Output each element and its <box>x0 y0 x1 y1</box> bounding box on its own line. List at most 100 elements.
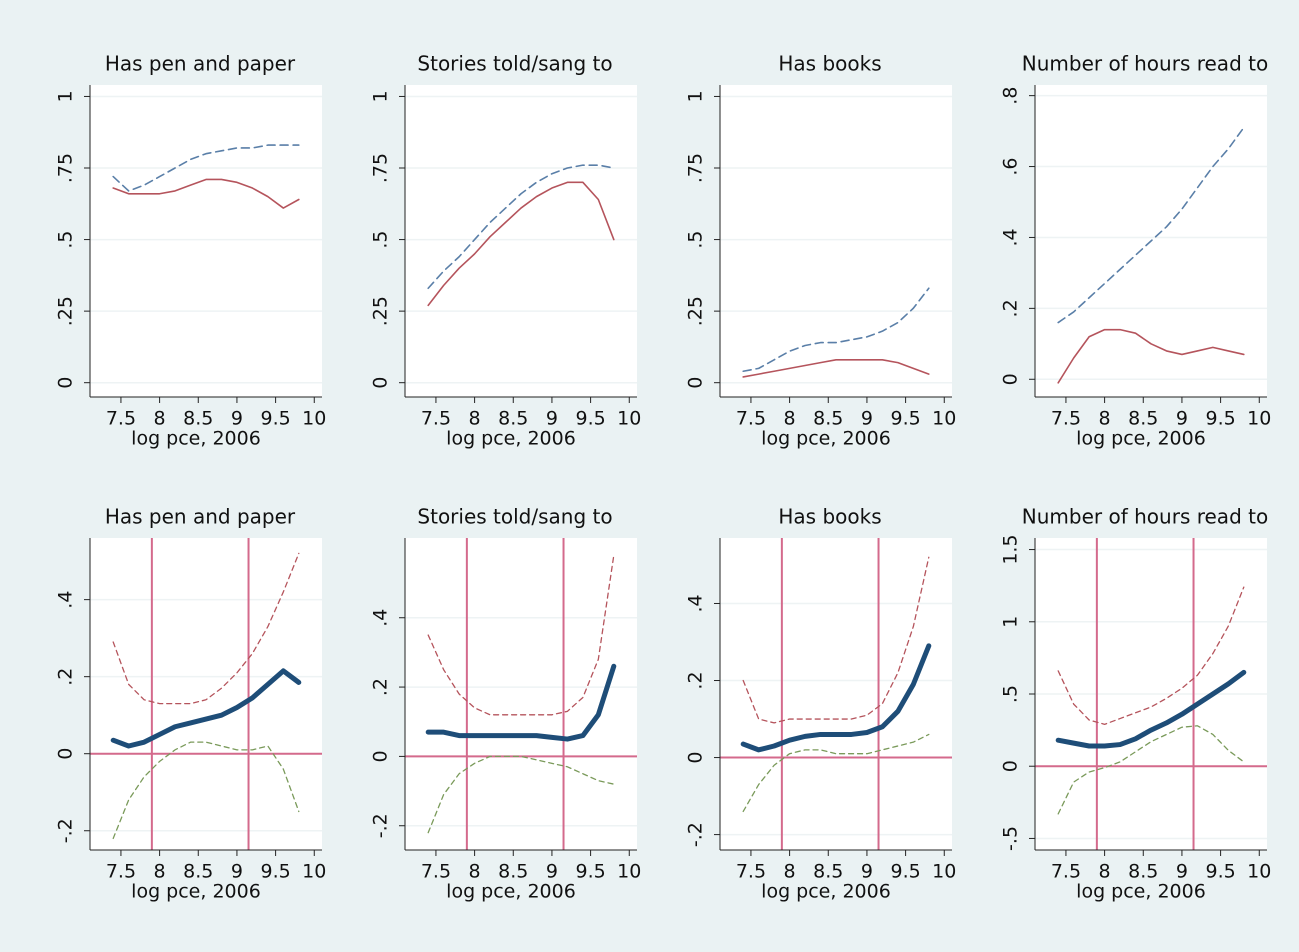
y-tick-label: .5 <box>370 230 392 248</box>
y-tick-label: .2 <box>685 671 707 689</box>
y-tick-label: -.2 <box>55 818 77 843</box>
chart-title: Has pen and paper <box>105 505 296 529</box>
x-tick-label: 8.5 <box>813 861 843 883</box>
x-tick-label: 9.5 <box>1205 408 1235 430</box>
x-tick-label: 8 <box>784 408 796 430</box>
series-line <box>742 733 930 813</box>
y-tick-label: .4 <box>55 591 77 609</box>
x-axis-label: log pce, 2006 <box>446 881 576 903</box>
y-tick-label: 0 <box>55 377 77 389</box>
x-axis-label: log pce, 2006 <box>131 881 261 903</box>
y-tick-label: .25 <box>55 296 77 326</box>
y-tick-label: 0 <box>685 752 707 764</box>
x-tick-label: 9 <box>861 861 873 883</box>
x-tick-label: 9.5 <box>890 861 920 883</box>
x-axis-label: log pce, 2006 <box>131 428 261 450</box>
x-tick-label: 8.5 <box>498 408 528 430</box>
x-tick-label: 8.5 <box>498 861 528 883</box>
chart-title: Has pen and paper <box>105 52 296 76</box>
y-tick-label: .2 <box>1000 299 1022 317</box>
x-tick-label: 8.5 <box>1128 408 1158 430</box>
y-tick-label: .5 <box>1000 685 1022 703</box>
y-tick-label: .4 <box>370 609 392 627</box>
x-tick-label: 10 <box>1247 408 1271 430</box>
chart-title: Stories told/sang to <box>417 52 612 76</box>
x-tick-label: 7.5 <box>106 408 136 430</box>
plot-area <box>720 85 952 397</box>
y-tick-label: .8 <box>1000 87 1022 105</box>
x-tick-label: 8 <box>469 408 481 430</box>
y-tick-label: 0 <box>370 377 392 389</box>
y-tick-label: -.2 <box>370 813 392 838</box>
series-line <box>425 663 617 742</box>
plot-area <box>90 538 322 850</box>
x-axis-label: log pce, 2006 <box>761 881 891 903</box>
x-tick-label: 9 <box>546 861 558 883</box>
x-tick-label: 10 <box>302 408 326 430</box>
x-axis-label: log pce, 2006 <box>1076 428 1206 450</box>
x-tick-label: 9.5 <box>575 408 605 430</box>
x-axis-label: log pce, 2006 <box>1076 881 1206 903</box>
x-tick-label: 9 <box>861 408 873 430</box>
chart-title: Has books <box>778 52 881 76</box>
chart-title: Has books <box>778 505 881 529</box>
y-tick-label: 0 <box>55 748 77 760</box>
series-line <box>1057 586 1245 725</box>
series-line <box>1057 126 1245 324</box>
x-tick-label: 7.5 <box>1051 408 1081 430</box>
x-tick-label: 10 <box>617 408 641 430</box>
series-line <box>112 552 300 705</box>
x-tick-label: 9.5 <box>890 408 920 430</box>
y-tick-label: .5 <box>685 230 707 248</box>
y-tick-label: -.2 <box>685 822 707 847</box>
x-tick-label: 10 <box>1247 861 1271 883</box>
x-tick-label: 7.5 <box>736 408 766 430</box>
x-tick-label: 7.5 <box>1051 861 1081 883</box>
x-axis-label: log pce, 2006 <box>446 428 576 450</box>
x-tick-label: 10 <box>617 861 641 883</box>
y-tick-label: 1.5 <box>1000 534 1022 564</box>
series-line <box>1057 725 1245 815</box>
y-tick-label: .75 <box>685 153 707 183</box>
series-line <box>112 144 300 192</box>
x-tick-label: 10 <box>302 861 326 883</box>
y-tick-label: 0 <box>370 750 392 762</box>
series-line <box>112 178 300 209</box>
y-tick-label: 1 <box>55 90 77 102</box>
chart-title: Number of hours read to <box>1022 505 1268 529</box>
series-line <box>110 668 302 749</box>
x-tick-label: 7.5 <box>421 861 451 883</box>
x-axis-label: log pce, 2006 <box>761 428 891 450</box>
x-tick-label: 8 <box>154 408 166 430</box>
plot-area <box>405 85 637 397</box>
y-tick-label: 0 <box>1000 760 1022 772</box>
y-tick-label: .75 <box>370 153 392 183</box>
x-tick-label: 9 <box>1176 861 1188 883</box>
x-tick-label: 9.5 <box>575 861 605 883</box>
y-tick-label: .6 <box>1000 157 1022 175</box>
series-line <box>742 287 930 373</box>
series-line <box>427 755 615 834</box>
x-tick-label: 8.5 <box>813 408 843 430</box>
x-tick-label: 9 <box>231 861 243 883</box>
y-tick-label: .2 <box>370 678 392 696</box>
y-tick-label: .5 <box>55 230 77 248</box>
chart-title: Stories told/sang to <box>417 505 612 529</box>
x-tick-label: 8 <box>1099 408 1111 430</box>
y-tick-label: .25 <box>685 296 707 326</box>
y-tick-label: 1 <box>685 90 707 102</box>
series-line <box>112 741 300 840</box>
plot-area <box>90 85 322 397</box>
x-tick-label: 7.5 <box>421 408 451 430</box>
x-tick-label: 9.5 <box>260 861 290 883</box>
series-line <box>742 556 930 724</box>
y-tick-label: -.5 <box>1000 826 1022 851</box>
y-tick-label: 1 <box>370 90 392 102</box>
x-tick-label: 7.5 <box>736 861 766 883</box>
x-tick-label: 7.5 <box>106 861 136 883</box>
y-tick-label: 0 <box>685 377 707 389</box>
y-tick-label: .75 <box>55 153 77 183</box>
y-tick-label: .25 <box>370 296 392 326</box>
